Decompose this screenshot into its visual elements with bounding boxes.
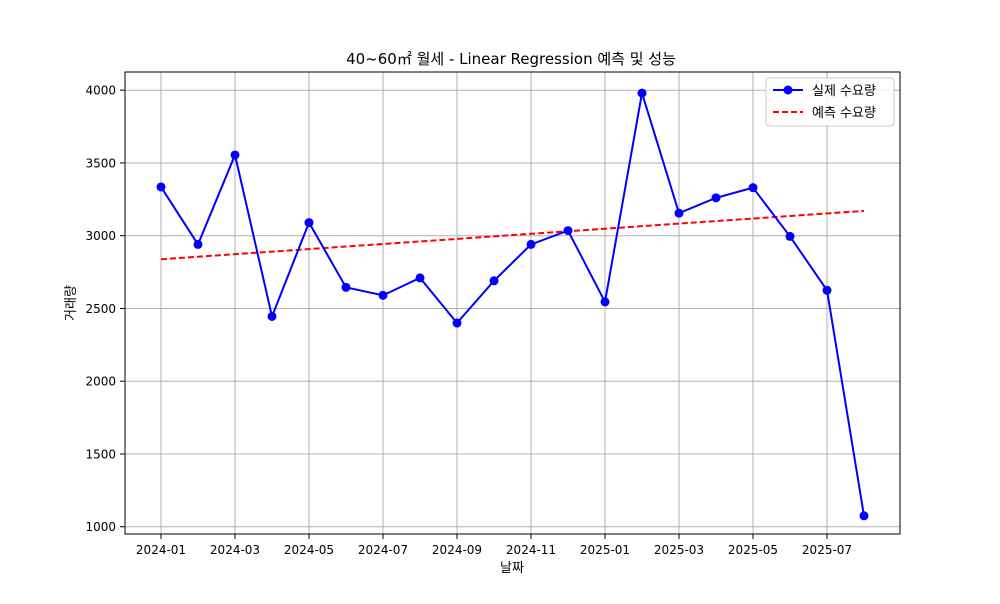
- actual-data-point: [415, 273, 425, 283]
- plot-area-frame: [124, 71, 901, 535]
- y-tick-label: 3000: [85, 229, 116, 243]
- x-tick-label: 2024-09: [432, 543, 482, 557]
- legend: 실제 수요량 예측 수요량: [765, 77, 895, 127]
- legend-predicted-label: 예측 수요량: [812, 106, 876, 121]
- x-tick-label: 2024-01: [136, 543, 186, 557]
- actual-data-point: [452, 318, 462, 328]
- y-tick-label: 2000: [85, 375, 116, 389]
- actual-data-point: [859, 511, 869, 521]
- chart-title: 40~60㎡ 월세 - Linear Regression 예측 및 성능: [346, 50, 676, 68]
- y-tick-label: 1500: [85, 447, 116, 461]
- actual-data-point: [193, 239, 203, 249]
- actual-data-point: [600, 297, 610, 307]
- actual-data-point: [526, 239, 536, 249]
- x-axis-label: 날짜: [500, 561, 524, 576]
- actual-data-point: [267, 311, 277, 321]
- actual-data-point: [230, 150, 240, 160]
- x-tick-label: 2024-11: [506, 543, 556, 557]
- actual-line: [160, 92, 865, 516]
- y-tick-label: 2500: [85, 302, 116, 316]
- x-tick-label: 2025-05: [728, 543, 778, 557]
- actual-data-point: [156, 182, 166, 192]
- actual-data-point: [563, 226, 573, 236]
- y-tick-label: 1000: [85, 520, 116, 534]
- actual-data-point: [489, 276, 499, 286]
- actual-data-point: [785, 231, 795, 241]
- series-predicted: [160, 209, 865, 261]
- actual-data-point: [637, 88, 647, 98]
- legend-actual-marker: [783, 85, 793, 95]
- series-actual: [156, 88, 869, 521]
- x-tick-label: 2025-07: [802, 543, 852, 557]
- x-tick-label: 2024-03: [210, 543, 260, 557]
- y-tick-label: 4000: [85, 84, 116, 98]
- legend-actual-label: 실제 수요량: [812, 84, 876, 99]
- x-tick-label: 2024-05: [284, 543, 334, 557]
- y-tick-label: 3500: [85, 156, 116, 170]
- predicted-line: [160, 209, 865, 261]
- actual-data-point: [304, 218, 314, 228]
- x-tick-label: 2025-03: [654, 543, 704, 557]
- x-tick-label: 2025-01: [580, 543, 630, 557]
- actual-data-point: [822, 285, 832, 295]
- actual-data-point: [378, 290, 388, 300]
- actual-data-point: [748, 183, 758, 193]
- actual-data-point: [674, 208, 684, 218]
- y-axis-ticks: 1000 1500 2000 2500 3000 3500 4000: [85, 84, 125, 534]
- x-tick-label: 2024-07: [358, 543, 408, 557]
- x-axis-ticks: 2024-01 2024-03 2024-05 2024-07 2024-09 2024-…: [136, 534, 852, 557]
- actual-data-point: [711, 193, 721, 203]
- actual-data-point: [341, 282, 351, 292]
- y-axis-label: 거래량: [64, 285, 79, 321]
